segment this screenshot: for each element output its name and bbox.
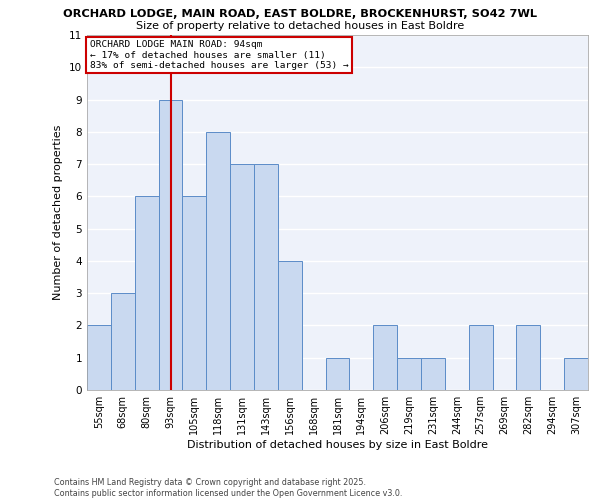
Bar xyxy=(254,164,278,390)
Bar xyxy=(135,196,158,390)
Bar xyxy=(421,358,445,390)
Bar xyxy=(158,100,182,390)
Bar xyxy=(182,196,206,390)
Bar xyxy=(397,358,421,390)
Bar xyxy=(564,358,588,390)
Text: Size of property relative to detached houses in East Boldre: Size of property relative to detached ho… xyxy=(136,21,464,31)
Y-axis label: Number of detached properties: Number of detached properties xyxy=(53,125,64,300)
Bar xyxy=(111,293,135,390)
Text: ORCHARD LODGE, MAIN ROAD, EAST BOLDRE, BROCKENHURST, SO42 7WL: ORCHARD LODGE, MAIN ROAD, EAST BOLDRE, B… xyxy=(63,9,537,19)
Bar xyxy=(87,326,111,390)
Bar xyxy=(230,164,254,390)
Bar xyxy=(373,326,397,390)
Bar xyxy=(326,358,349,390)
Bar xyxy=(206,132,230,390)
X-axis label: Distribution of detached houses by size in East Boldre: Distribution of detached houses by size … xyxy=(187,440,488,450)
Bar xyxy=(517,326,540,390)
Text: ORCHARD LODGE MAIN ROAD: 94sqm
← 17% of detached houses are smaller (11)
83% of : ORCHARD LODGE MAIN ROAD: 94sqm ← 17% of … xyxy=(89,40,348,70)
Bar xyxy=(469,326,493,390)
Text: Contains HM Land Registry data © Crown copyright and database right 2025.
Contai: Contains HM Land Registry data © Crown c… xyxy=(54,478,403,498)
Bar xyxy=(278,261,302,390)
